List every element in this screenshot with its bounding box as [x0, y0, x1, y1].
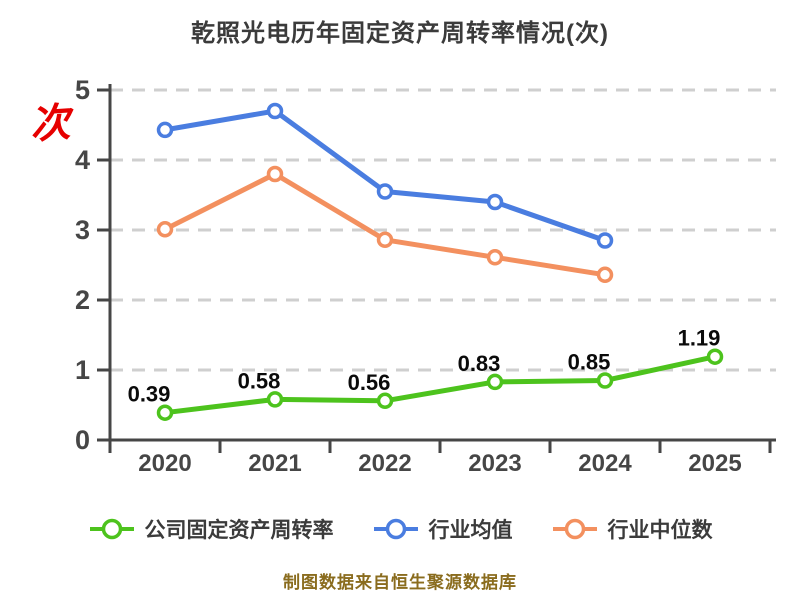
x-tick-label: 2021: [248, 450, 301, 477]
legend-label-industry-median: 行业中位数: [607, 519, 713, 542]
y-tick-label: 3: [75, 215, 90, 245]
x-tick-label: 2022: [358, 450, 411, 477]
x-tick-label: 2023: [468, 450, 521, 477]
series-line: [162, 354, 718, 416]
legend-marker-orange-icon: [552, 518, 597, 540]
data-point-label: 0.39: [128, 382, 171, 407]
series-line: [162, 108, 608, 243]
y-tick-label: 0: [75, 425, 90, 455]
data-point: [486, 373, 504, 391]
y-tick-label: 4: [75, 145, 90, 175]
y-tick-label: 1: [75, 355, 90, 385]
data-point-label: 0.83: [458, 351, 501, 376]
legend-marker-blue-icon: [373, 518, 418, 540]
data-point: [706, 348, 724, 365]
data-point-label: 0.85: [568, 350, 611, 375]
y-tick-label: 5: [75, 75, 90, 105]
data-point-label: 1.19: [678, 326, 721, 351]
data-point: [266, 391, 284, 408]
legend-item-industry-median[interactable]: 行业中位数: [551, 514, 713, 544]
data-point: [266, 102, 284, 120]
legend-label-industry-mean: 行业均值: [428, 519, 513, 542]
line-chart-plot-area: 0 1 2 3 4 5 2020 2021 2022 2023 2024 2025 0.39 0.58 0.…: [75, 75, 776, 477]
legend-item-industry-mean[interactable]: 行业均值: [372, 514, 513, 544]
data-point: [156, 404, 174, 421]
data-point: [486, 193, 504, 211]
data-point: [266, 165, 284, 183]
y-tick-label: 2: [75, 285, 90, 315]
data-point: [596, 266, 614, 284]
legend-label-company-turnover: 公司固定资产周转率: [144, 519, 334, 542]
data-point: [376, 231, 394, 249]
chart-legend: 公司固定资产周转率 行业均值 行业中位数: [0, 514, 800, 544]
data-source-caption: 制图数据来自恒生聚源数据库: [283, 573, 517, 592]
x-tick-label: 2020: [138, 450, 191, 477]
x-tick-label: 2024: [578, 450, 632, 477]
data-point-label: 0.58: [238, 368, 281, 393]
chart-title: 乾照光电历年固定资产周转率情况(次): [191, 20, 609, 47]
x-tick-label: 2025: [688, 450, 741, 477]
data-point: [156, 121, 174, 139]
legend-marker-green-icon: [89, 518, 134, 540]
legend-item-company-turnover[interactable]: 公司固定资产周转率: [88, 514, 334, 544]
data-point: [156, 221, 174, 238]
data-point: [596, 372, 614, 389]
data-point: [596, 232, 614, 249]
data-point-label: 0.56: [348, 370, 391, 395]
data-point: [376, 392, 394, 410]
data-point: [486, 249, 504, 266]
data-point: [376, 183, 394, 200]
